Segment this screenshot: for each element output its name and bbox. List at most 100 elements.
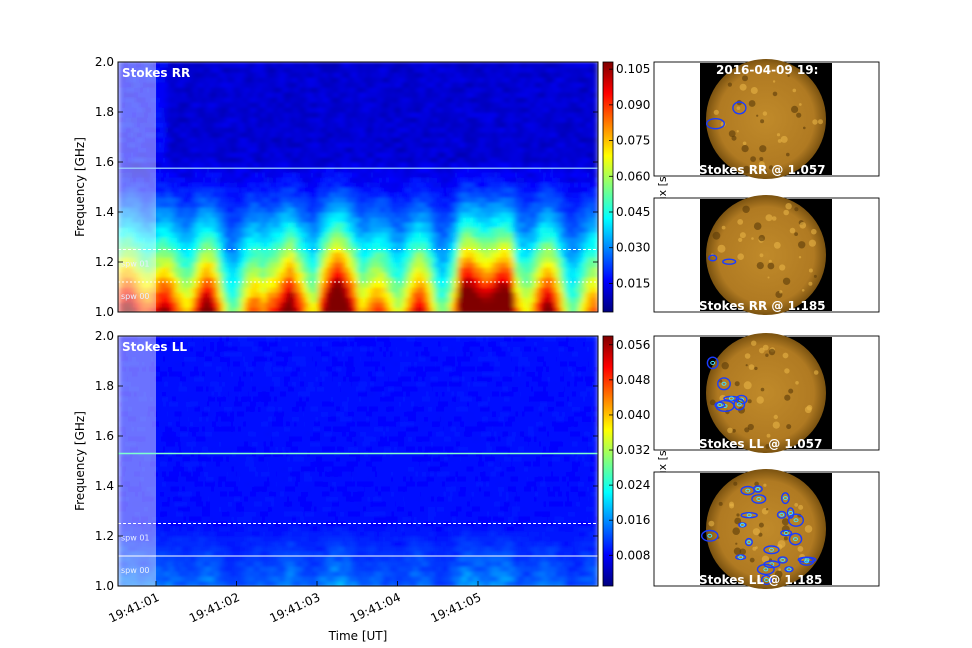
heatmap-cell	[270, 202, 275, 208]
heatmap-cell	[374, 222, 379, 228]
heatmap-cell	[554, 107, 559, 113]
heatmap-cell	[206, 287, 211, 293]
heatmap-cell	[138, 297, 143, 303]
heatmap-cell	[422, 302, 427, 308]
heatmap-cell	[258, 237, 263, 243]
heatmap-cell	[370, 117, 375, 123]
heatmap-cell	[246, 107, 251, 113]
heatmap-cell	[222, 217, 227, 223]
heatmap-cell	[266, 192, 271, 198]
heatmap-cell	[374, 202, 379, 208]
heatmap-cell	[534, 217, 539, 223]
heatmap-cell	[398, 222, 403, 228]
heatmap-cell	[130, 282, 135, 288]
heatmap-cell	[334, 242, 339, 248]
heatmap-cell	[318, 177, 323, 183]
heatmap-cell	[342, 197, 347, 203]
heatmap-cell	[378, 297, 383, 303]
heatmap-cell	[350, 232, 355, 238]
heatmap-cell	[354, 222, 359, 228]
heatmap-cell	[466, 232, 471, 238]
heatmap-cell	[298, 237, 303, 243]
heatmap-cell	[514, 247, 519, 253]
heatmap-cell	[270, 122, 275, 128]
heatmap-cell	[370, 147, 375, 153]
heatmap-cell	[134, 107, 139, 113]
heatmap-cell	[134, 297, 139, 303]
heatmap-cell	[154, 107, 159, 113]
heatmap-cell	[142, 137, 147, 143]
heatmap-cell	[490, 242, 495, 248]
heatmap-cell	[482, 302, 487, 308]
heatmap-cell	[402, 287, 407, 293]
heatmap-cell	[142, 292, 147, 298]
heatmap-cell	[406, 302, 411, 308]
heatmap-cell	[130, 162, 135, 168]
heatmap-cell	[310, 127, 315, 133]
heatmap-cell	[286, 302, 291, 308]
heatmap-cell	[462, 142, 467, 148]
heatmap-cell	[154, 162, 159, 168]
heatmap-cell	[562, 142, 567, 148]
heatmap-cell	[530, 297, 535, 303]
heatmap-cell	[302, 152, 307, 158]
heatmap-cell	[498, 152, 503, 158]
heatmap-cell	[418, 167, 423, 173]
heatmap-cell	[454, 192, 459, 198]
heatmap-cell	[442, 302, 447, 308]
heatmap-cell	[318, 202, 323, 208]
heatmap-cell	[394, 142, 399, 148]
heatmap-cell	[194, 187, 199, 193]
heatmap-cell	[438, 302, 443, 308]
heatmap-cell	[398, 127, 403, 133]
heatmap-cell	[398, 202, 403, 208]
heatmap-cell	[146, 102, 151, 108]
heatmap-cell	[254, 287, 259, 293]
heatmap-cell	[558, 277, 563, 283]
heatmap-cell	[454, 202, 459, 208]
heatmap-cell	[566, 242, 571, 248]
heatmap-cell	[298, 137, 303, 143]
heatmap-cell	[374, 177, 379, 183]
heatmap-cell	[546, 177, 551, 183]
heatmap-cell	[586, 272, 591, 278]
heatmap-cell	[266, 307, 271, 312]
heatmap-cell	[574, 117, 579, 123]
heatmap-cell	[398, 242, 403, 248]
heatmap-cell	[466, 287, 471, 293]
heatmap-cell	[262, 222, 267, 228]
heatmap-cell	[586, 257, 591, 263]
heatmap-cell	[278, 147, 283, 153]
heatmap-cell	[358, 112, 363, 118]
heatmap-cell	[462, 267, 467, 273]
heatmap-cell	[450, 232, 455, 238]
heatmap-cell	[310, 297, 315, 303]
heatmap-cell	[574, 247, 579, 253]
heatmap-cell	[166, 102, 171, 108]
heatmap-cell	[446, 292, 451, 298]
heatmap-cell	[474, 192, 479, 198]
heatmap-cell	[382, 292, 387, 298]
heatmap-cell	[554, 157, 559, 163]
heatmap-cell	[490, 287, 495, 293]
heatmap-cell	[534, 172, 539, 178]
heatmap-cell	[146, 242, 151, 248]
heatmap-cell	[118, 177, 123, 183]
heatmap-cell	[350, 247, 355, 253]
heatmap-cell	[490, 167, 495, 173]
heatmap-cell	[578, 262, 583, 268]
heatmap-cell	[166, 107, 171, 113]
heatmap-cell	[118, 172, 123, 178]
heatmap-cell	[398, 122, 403, 128]
heatmap-cell	[434, 167, 439, 173]
heatmap-cell	[458, 292, 463, 298]
heatmap-cell	[394, 162, 399, 168]
heatmap-cell	[342, 117, 347, 123]
heatmap-cell	[338, 272, 343, 278]
heatmap-cell	[234, 147, 239, 153]
heatmap-cell	[530, 202, 535, 208]
heatmap-cell	[558, 232, 563, 238]
heatmap-cell	[206, 277, 211, 283]
heatmap-cell	[258, 267, 263, 273]
heatmap-cell	[538, 237, 543, 243]
